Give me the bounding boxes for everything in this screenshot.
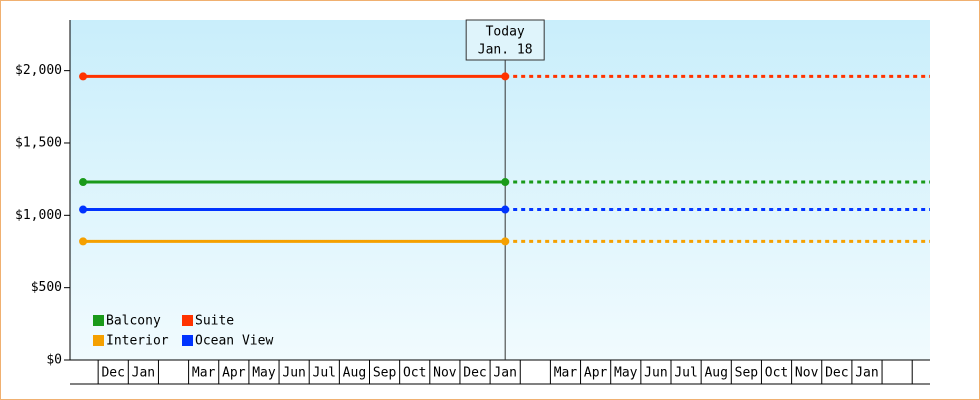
legend-swatch — [182, 335, 193, 346]
x-tick-label: Nov — [433, 366, 457, 381]
x-tick-label: Jan — [493, 366, 516, 381]
point — [79, 72, 88, 81]
legend-label: Suite — [195, 314, 234, 329]
legend-label: Balcony — [106, 314, 161, 329]
today-date: Jan. 18 — [478, 43, 533, 58]
x-tick-label: Nov — [795, 366, 819, 381]
x-tick-label: Jun — [282, 366, 305, 381]
x-tick-label: Jul — [674, 366, 697, 381]
x-tick-label: Sep — [735, 366, 759, 381]
legend-swatch — [182, 315, 193, 326]
today-title: Today — [486, 25, 525, 40]
x-tick-label: Jan — [855, 366, 878, 381]
x-tick-label: Jul — [313, 366, 336, 381]
y-tick-label: $2,000 — [15, 63, 62, 78]
y-tick-label: $500 — [31, 280, 62, 295]
x-tick-label: Dec — [101, 366, 124, 381]
point — [501, 178, 510, 187]
x-tick-label: Dec — [463, 366, 486, 381]
point — [79, 178, 88, 187]
x-tick-label: May — [252, 366, 276, 381]
x-tick-label: Aug — [704, 366, 727, 381]
x-tick-label: Mar — [554, 366, 578, 381]
x-tick-label: Apr — [222, 366, 246, 381]
x-tick-label: Apr — [584, 366, 608, 381]
x-tick-label: Oct — [765, 366, 788, 381]
today-box — [465, 19, 545, 61]
legend-label: Interior — [106, 334, 169, 349]
point — [79, 237, 88, 246]
x-tick-label: Sep — [373, 366, 397, 381]
legend-swatch — [93, 335, 104, 346]
legend-swatch — [93, 315, 104, 326]
x-tick-label: Mar — [192, 366, 216, 381]
legend-label: Ocean View — [195, 334, 273, 349]
y-tick-label: $0 — [46, 353, 62, 368]
x-tick-label: Oct — [403, 366, 426, 381]
x-tick-label: Jun — [644, 366, 667, 381]
point — [501, 205, 510, 214]
point — [501, 72, 510, 81]
plot-area — [70, 20, 930, 360]
x-tick-label: Jan — [132, 366, 155, 381]
y-tick-label: $1,000 — [15, 208, 62, 223]
x-tick-label: Aug — [343, 366, 366, 381]
x-tick-label: May — [614, 366, 638, 381]
point — [79, 205, 88, 214]
x-tick-label: Dec — [825, 366, 848, 381]
point — [501, 237, 510, 246]
y-tick-label: $1,500 — [15, 135, 62, 150]
